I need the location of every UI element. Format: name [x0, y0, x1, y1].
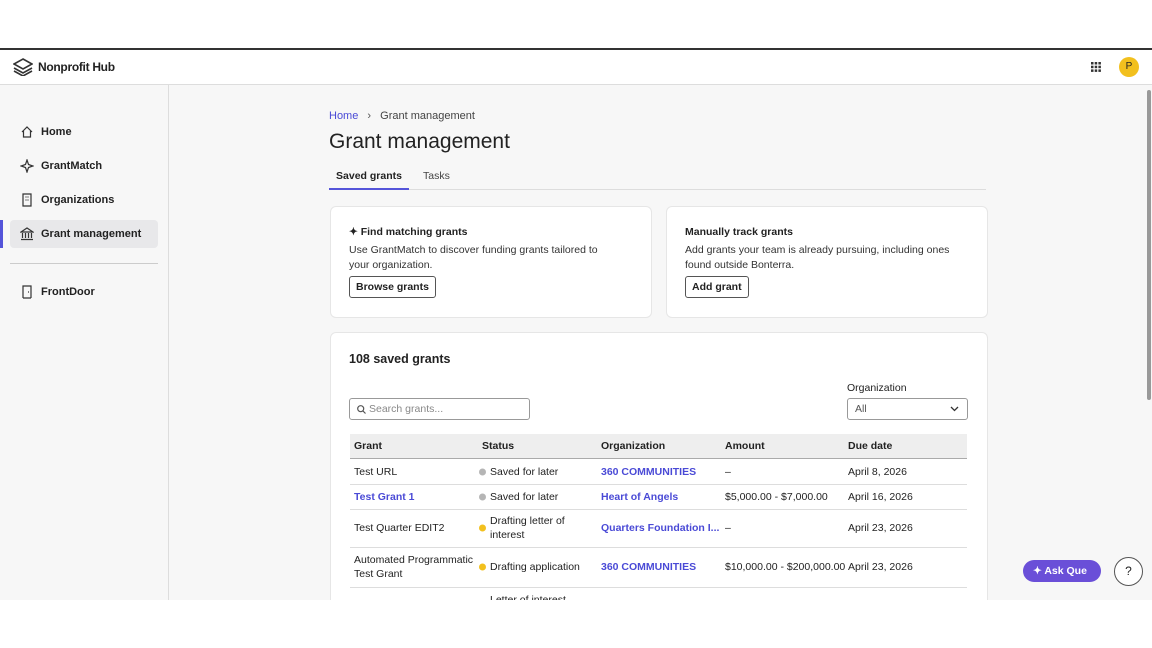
column-header: Amount	[725, 440, 765, 452]
nav-label: Home	[41, 126, 72, 138]
help-button[interactable]: ?	[1114, 557, 1143, 586]
status: Drafting application	[490, 561, 580, 573]
breadcrumb-current: Grant management	[380, 110, 475, 122]
organization: Quarters Foundation I...	[601, 522, 720, 534]
table-row: Test URL Saved for later 360 COMMUNITIES – A…	[350, 459, 967, 485]
nav-label: Organizations	[41, 194, 115, 206]
scrollbar	[1147, 90, 1151, 400]
avatar[interactable]: P	[1119, 57, 1139, 77]
due-date: April 16, 2026	[848, 490, 913, 503]
grant-name: Test Quarter EDIT2	[354, 522, 445, 534]
tab[interactable]: Saved grants	[329, 170, 409, 190]
tab-divider	[329, 189, 986, 190]
status-dot	[479, 563, 486, 571]
column-header: Due date	[848, 440, 893, 452]
card: ✦ Find matching grants Use GrantMatch to…	[330, 206, 652, 318]
amount: $10,000.00 - $200,000.00	[725, 561, 846, 573]
card-text: Add grants your team is already pursuing…	[685, 244, 950, 271]
nav-item[interactable]: FrontDoor	[10, 278, 158, 306]
divider	[10, 263, 158, 264]
chevron: ›	[367, 110, 372, 122]
tab[interactable]: Tasks	[423, 170, 450, 182]
table-header: Grant Status Organization Amount Due date	[350, 434, 967, 459]
nav-label: GrantMatch	[41, 160, 103, 172]
due-date: April 23, 2026	[848, 561, 913, 573]
list-title: 108 saved grants	[349, 352, 451, 366]
nav-item[interactable]: Organizations	[10, 186, 158, 214]
nav-icon	[20, 159, 34, 173]
table-row: Letter of interest	[350, 587, 967, 600]
search-input[interactable]: Search grants...	[349, 398, 530, 420]
nav-label: Grant management	[41, 228, 142, 240]
chevron	[950, 406, 959, 412]
page-title: Grant management	[329, 130, 510, 153]
due-date: April 8, 2026	[848, 465, 907, 478]
card-title: Manually track grants	[685, 226, 793, 238]
logo	[13, 58, 33, 76]
table-row: Automated Programmatic Test Grant Draftin…	[350, 547, 967, 588]
table-row: Test Grant 1 Saved for later Heart of Ange…	[350, 484, 967, 510]
breadcrumb-link[interactable]: Home	[329, 110, 359, 122]
status: Saved for later	[490, 490, 559, 503]
apps-icon[interactable]	[1091, 62, 1101, 72]
status-dot	[479, 493, 486, 500]
card-title: ✦ Find matching grants	[349, 226, 468, 238]
filter-label: Organization	[847, 382, 907, 394]
app: Nonprofit Hub P Home GrantMatch Organizati…	[0, 48, 1152, 600]
ask-button[interactable]: ✦ Ask Que	[1023, 560, 1101, 582]
amount: –	[725, 465, 731, 478]
filter-select[interactable]: All	[847, 398, 968, 420]
brand: Nonprofit Hub	[38, 60, 115, 74]
header: Nonprofit Hub P	[0, 50, 1152, 85]
search-icon	[357, 405, 366, 414]
status: Letter of interest	[490, 594, 566, 600]
column-header: Status	[482, 440, 515, 452]
due-date: April 23, 2026	[848, 522, 913, 534]
search-placeholder: Search grants...	[369, 403, 444, 415]
organization: 360 COMMUNITIES	[601, 465, 697, 478]
grants-list: 108 saved grants Search grants... Organi…	[330, 332, 988, 600]
grant-name: Test Grant 1	[354, 490, 415, 503]
nav-icon	[22, 193, 32, 207]
nav-item[interactable]: GrantMatch	[10, 152, 158, 180]
nav-item[interactable]: Grant management	[10, 220, 158, 248]
status: Drafting letter of interest	[490, 515, 565, 541]
breadcrumb: Home › Grant management	[329, 110, 475, 122]
nav-item[interactable]: Home	[10, 118, 158, 146]
grant-name: Automated Programmatic Test Grant	[354, 554, 474, 580]
nav-icon	[20, 227, 34, 241]
nav-icon	[21, 126, 33, 138]
organization: 360 COMMUNITIES	[601, 561, 697, 573]
organization: Heart of Angels	[601, 490, 679, 503]
nav-label: FrontDoor	[41, 286, 95, 298]
status: Saved for later	[490, 465, 559, 478]
button[interactable]: Browse grants	[349, 276, 436, 298]
grant-name: Test URL	[354, 465, 398, 478]
table-row: Test Quarter EDIT2 Drafting letter of int…	[350, 509, 967, 548]
card-text: Use GrantMatch to discover funding grant…	[349, 244, 598, 271]
column-header: Organization	[601, 440, 666, 452]
nav-icon	[22, 285, 32, 299]
filter-value: All	[855, 403, 867, 415]
active-indicator	[0, 220, 3, 248]
card: Manually track grants Add grants your te…	[666, 206, 988, 318]
column-header: Grant	[354, 440, 383, 452]
button[interactable]: Add grant	[685, 276, 749, 298]
amount: $5,000.00 - $7,000.00	[725, 490, 828, 503]
status-dot	[479, 468, 486, 475]
amount: –	[725, 522, 731, 534]
status-dot	[479, 524, 486, 532]
sidebar: Home GrantMatch Organizations Grant managem…	[0, 85, 169, 600]
